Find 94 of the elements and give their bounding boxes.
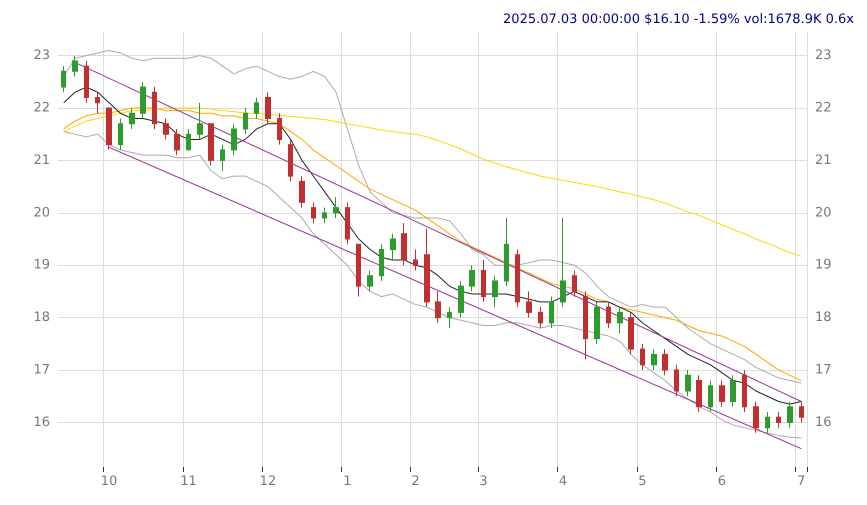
y-tick-label: 18 [33, 310, 50, 326]
candlestick [549, 296, 554, 329]
candlestick [231, 123, 237, 156]
candlestick [538, 306, 543, 329]
candlestick [799, 400, 804, 423]
candlestick [617, 306, 623, 334]
candlestick [61, 66, 66, 93]
candlestick [765, 411, 770, 434]
candlestick [606, 301, 611, 329]
candlestick [515, 249, 520, 308]
x-tick-label: 6 [718, 474, 726, 489]
candlestick [174, 128, 180, 156]
candlestick [401, 222, 407, 266]
candlestick [163, 118, 169, 140]
candlestick [288, 138, 293, 182]
y2-tick-label: 23 [815, 48, 832, 64]
candlestick [277, 112, 282, 146]
candlestick [299, 176, 305, 208]
candlestick [356, 244, 361, 298]
candlestick [186, 128, 191, 150]
candlestick [140, 81, 146, 119]
y-tick-label: 23 [33, 48, 50, 64]
candlestick [787, 400, 793, 428]
candlestick [390, 233, 396, 260]
candlestick [492, 275, 498, 308]
line-series [63, 107, 802, 257]
candlestick [106, 107, 112, 150]
x-tick-label: 5 [638, 474, 647, 489]
candlestick [753, 400, 759, 434]
candlestick [447, 306, 452, 329]
candlestick [640, 343, 645, 371]
y-tick-label: 16 [33, 414, 50, 430]
chart-title: 2025.07.03 00:00:00 $16.10 -1.59% vol:1678.9K 0.6x [503, 12, 854, 27]
candlestick [504, 218, 509, 287]
y2-tick-label: 19 [815, 258, 832, 273]
candlestick [696, 374, 702, 412]
candlestick [367, 270, 373, 292]
candlestick [152, 86, 157, 130]
candlestick [572, 270, 577, 298]
candlestick [481, 259, 486, 302]
candlestick [197, 102, 203, 140]
x-tick-label: 12 [260, 474, 276, 489]
candlestick [628, 312, 634, 355]
candlestick [469, 264, 475, 292]
candlestick [435, 290, 441, 324]
x-tick-label: 7 [797, 474, 806, 489]
x-tick-label: 1 [343, 474, 352, 489]
candlestick [243, 107, 248, 135]
candlestick [742, 370, 747, 412]
y2-tick-label: 21 [815, 152, 832, 168]
candlestick [84, 60, 89, 104]
candlestick [560, 218, 566, 308]
candlestick [379, 244, 384, 282]
candlestick [254, 97, 259, 119]
x-tick-label: 10 [100, 474, 118, 489]
candlestick [311, 202, 316, 224]
candlestick [333, 196, 339, 219]
candlestick [322, 207, 327, 224]
x-tick-label: 4 [558, 474, 568, 489]
x-tick-label: 11 [180, 474, 197, 489]
candlestick [719, 380, 725, 408]
candlestick [685, 370, 691, 397]
candlestick [583, 290, 588, 360]
candlestick [458, 280, 464, 318]
candlestick [674, 364, 679, 397]
y2-tick-label: 22 [815, 100, 832, 116]
candlestick [345, 202, 350, 245]
x-tick-label: 3 [479, 474, 488, 489]
candlestick [776, 411, 781, 428]
candlestick [208, 123, 214, 166]
candlestick [662, 348, 668, 376]
y-tick-label: 21 [33, 152, 50, 168]
y2-tick-label: 18 [815, 310, 832, 326]
candlestick [730, 374, 736, 408]
candlestick [651, 348, 657, 371]
candlestick [265, 92, 271, 124]
y2-tick-label: 16 [815, 414, 832, 430]
y-tick-label: 19 [33, 258, 50, 273]
y-tick-label: 20 [33, 205, 50, 220]
candlestick [526, 290, 532, 318]
candlestick [220, 144, 225, 172]
x-tick-label: 2 [411, 474, 420, 489]
candlestick [413, 249, 418, 271]
candlestick [708, 380, 713, 412]
candlestick [594, 301, 600, 344]
y2-tick-label: 17 [815, 362, 832, 378]
y-tick-label: 17 [33, 362, 50, 378]
candlestick [129, 107, 135, 130]
y-tick-label: 22 [33, 100, 50, 116]
y2-tick-label: 20 [815, 205, 832, 220]
candlestick [118, 118, 123, 150]
candlestick [72, 55, 78, 78]
candlestick [424, 228, 430, 308]
candlestick [95, 92, 100, 114]
